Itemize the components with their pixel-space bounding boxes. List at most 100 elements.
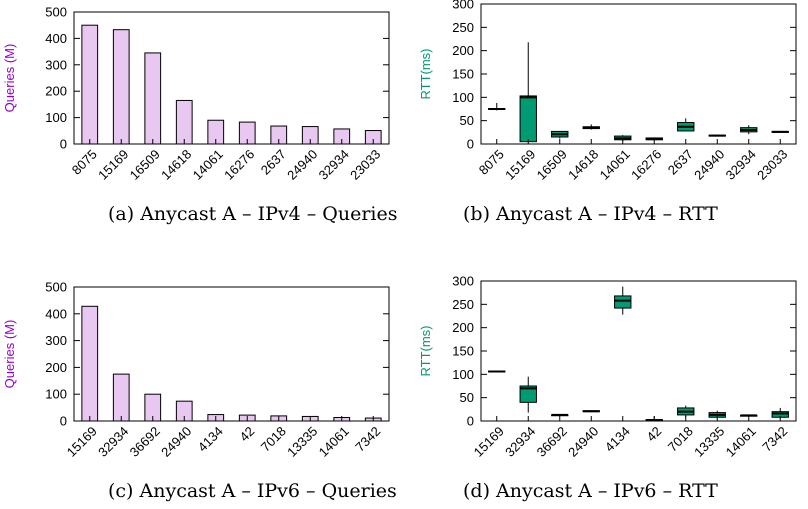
x-tick-label-15169: 15169 bbox=[471, 424, 507, 460]
x-tick-label-23033: 23033 bbox=[754, 147, 790, 183]
plot-frame bbox=[73, 11, 390, 145]
y-tick-label-2: 100 bbox=[452, 367, 474, 382]
y-tick-label-1: 100 bbox=[45, 387, 67, 402]
x-tick-label-14618: 14618 bbox=[565, 147, 601, 183]
x-tick-label-4134: 4134 bbox=[195, 424, 226, 455]
box-24940 bbox=[708, 134, 726, 137]
y-tick-label-4: 400 bbox=[45, 31, 67, 46]
chart-panel-b: 050100150200250300RTT(ms)807515169165091… bbox=[418, 0, 797, 183]
x-tick-label-16276: 16276 bbox=[628, 147, 664, 183]
x-tick-label-24940: 24940 bbox=[691, 147, 727, 183]
x-tick-label-15169: 15169 bbox=[95, 147, 131, 183]
caption-b: (b) Anycast A – IPv4 – RTT bbox=[463, 203, 718, 225]
plot-frame bbox=[73, 286, 390, 422]
x-tick-label-7342: 7342 bbox=[759, 424, 790, 455]
box-32934 bbox=[740, 125, 758, 135]
x-tick-label-7342: 7342 bbox=[352, 424, 383, 455]
x-tick-label-15169: 15169 bbox=[64, 424, 100, 460]
box-7342 bbox=[771, 407, 789, 419]
x-tick-label-16509: 16509 bbox=[534, 147, 570, 183]
box-24940 bbox=[582, 410, 600, 413]
y-tick-label-4: 400 bbox=[45, 306, 67, 321]
x-tick-label-36692: 36692 bbox=[127, 424, 163, 460]
y-tick-label-2: 100 bbox=[452, 90, 474, 105]
box-7018 bbox=[677, 405, 695, 418]
bar-14618 bbox=[175, 99, 193, 145]
y-tick-label-3: 300 bbox=[45, 333, 67, 348]
box-15169 bbox=[488, 370, 506, 373]
y-tick-label-5: 250 bbox=[452, 20, 474, 35]
x-tick-label-36692: 36692 bbox=[534, 424, 570, 460]
x-tick-label-32934: 32934 bbox=[316, 147, 352, 183]
y-tick-label-0: 0 bbox=[467, 414, 474, 429]
y-tick-label-6: 300 bbox=[452, 274, 474, 289]
plot-frame bbox=[480, 3, 797, 145]
box-4134 bbox=[614, 286, 632, 315]
box-2637 bbox=[677, 118, 695, 132]
x-tick-label-14618: 14618 bbox=[158, 147, 194, 183]
x-tick-label-14061: 14061 bbox=[316, 424, 352, 460]
x-tick-label-16276: 16276 bbox=[221, 147, 257, 183]
y-tick-label-3: 300 bbox=[45, 57, 67, 72]
y-tick-label-0: 0 bbox=[467, 137, 474, 152]
caption-d: (d) Anycast A – IPv6 – RTT bbox=[463, 480, 718, 502]
x-tick-label-13335: 13335 bbox=[691, 424, 727, 460]
caption-a: (a) Anycast A – IPv4 – Queries bbox=[108, 203, 397, 225]
y-tick-label-5: 250 bbox=[452, 297, 474, 312]
box-8075 bbox=[488, 102, 506, 111]
y-tick-label-1: 100 bbox=[45, 110, 67, 125]
y-tick-label-3: 150 bbox=[452, 344, 474, 359]
x-tick-label-24940: 24940 bbox=[284, 147, 320, 183]
x-tick-label-42: 42 bbox=[644, 424, 665, 445]
box-14618 bbox=[582, 124, 600, 130]
box-body bbox=[519, 385, 537, 403]
bar-32934 bbox=[112, 373, 130, 422]
bar-15169 bbox=[81, 305, 99, 422]
plot-frame bbox=[480, 280, 797, 422]
x-tick-label-14061: 14061 bbox=[723, 424, 759, 460]
chart-panel-c: 0 100 200 300 400 500 Queries (M) 1516932934366… bbox=[2, 280, 390, 460]
y-tick-label-2: 200 bbox=[45, 84, 67, 99]
y-tick-label-5: 500 bbox=[45, 5, 67, 20]
box-36692 bbox=[551, 413, 569, 417]
chart-panel-d: 0 50 100 150 200 250 300 RTT(ms) 151693293436692… bbox=[418, 274, 797, 460]
y-axis-label: Queries (M) bbox=[2, 44, 17, 113]
y-tick-label-4: 200 bbox=[452, 320, 474, 335]
y-tick-label-2: 200 bbox=[45, 360, 67, 375]
x-tick-label-13335: 13335 bbox=[284, 424, 320, 460]
y-tick-label-0: 0 bbox=[60, 137, 67, 152]
x-tick-label-32934: 32934 bbox=[95, 424, 131, 460]
bar-16509 bbox=[144, 52, 162, 145]
y-tick-label-1: 50 bbox=[460, 113, 474, 128]
y-tick-label-5: 500 bbox=[45, 280, 67, 295]
y-tick-label-3: 150 bbox=[452, 67, 474, 82]
y-axis-label: RTT(ms) bbox=[418, 48, 433, 99]
y-tick-label-6: 300 bbox=[452, 0, 474, 12]
x-tick-label-16509: 16509 bbox=[127, 147, 163, 183]
y-tick-label-4: 200 bbox=[452, 43, 474, 58]
y-axis-label: RTT(ms) bbox=[418, 325, 433, 376]
x-tick-label-23033: 23033 bbox=[347, 147, 383, 183]
x-tick-label-15169: 15169 bbox=[502, 147, 538, 183]
box-body bbox=[519, 95, 537, 143]
x-tick-label-24940: 24940 bbox=[158, 424, 194, 460]
y-tick-label-0: 0 bbox=[60, 414, 67, 429]
bar-15169 bbox=[112, 29, 130, 145]
x-tick-label-32934: 32934 bbox=[502, 424, 538, 460]
x-tick-label-42: 42 bbox=[237, 424, 258, 445]
x-tick-label-4134: 4134 bbox=[602, 424, 633, 455]
box-15169 bbox=[519, 42, 537, 143]
x-tick-label-14061: 14061 bbox=[190, 147, 226, 183]
x-tick-label-24940: 24940 bbox=[565, 424, 601, 460]
y-axis-label: Queries (M) bbox=[2, 320, 17, 389]
box-16509 bbox=[551, 130, 569, 139]
x-tick-label-32934: 32934 bbox=[723, 147, 759, 183]
box-23033 bbox=[771, 130, 789, 133]
box-body bbox=[614, 295, 632, 309]
caption-c: (c) Anycast A – IPv6 – Queries bbox=[108, 480, 397, 502]
x-tick-label-14061: 14061 bbox=[597, 147, 633, 183]
box-32934 bbox=[519, 376, 537, 413]
bar-8075 bbox=[81, 24, 99, 145]
